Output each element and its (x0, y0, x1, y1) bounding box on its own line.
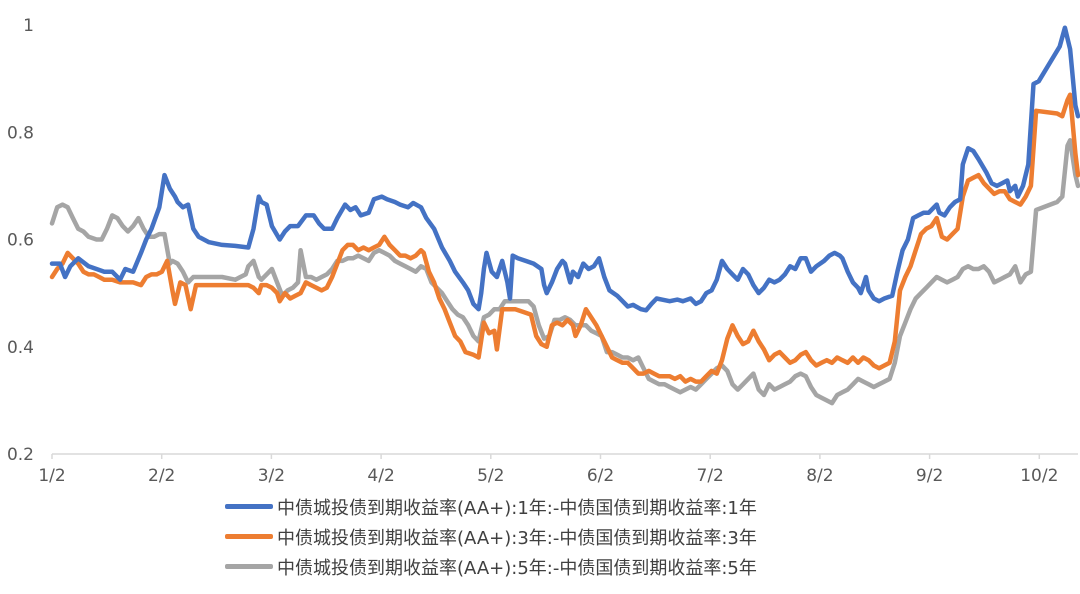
x-tick-label: 2/2 (148, 466, 175, 486)
legend-label-5y: 中债城投债到期收益率(AA+):5年:-中债国债到期收益率:5年 (277, 557, 757, 579)
x-tick-label: 1/2 (38, 466, 65, 486)
legend: 中债城投债到期收益率(AA+):1年:-中债国债到期收益率:1年 中债城投债到期… (225, 492, 757, 582)
x-tick-label: 8/2 (806, 466, 833, 486)
legend-label-1y: 中债城投债到期收益率(AA+):1年:-中债国债到期收益率:1年 (277, 497, 757, 519)
x-tick-label: 10/2 (1020, 466, 1058, 486)
legend-item-1y: 中债城投债到期收益率(AA+):1年:-中债国债到期收益率:1年 (225, 492, 757, 521)
y-tick-label: 1 (23, 16, 34, 36)
y-tick-label: 0.6 (7, 231, 34, 251)
y-axis-tick-labels: 0.2 0.4 0.6 0.8 1 (7, 16, 34, 465)
x-tick-label: 6/2 (587, 466, 614, 486)
x-tick-label: 5/2 (477, 466, 504, 486)
legend-item-3y: 中债城投债到期收益率(AA+):3年:-中债国债到期收益率:3年 (225, 522, 757, 551)
y-tick-label: 0.4 (7, 338, 34, 358)
x-axis-tick-labels: 1/2 2/2 3/2 4/2 5/2 6/2 7/2 8/2 9/2 10/2 (38, 454, 1058, 486)
y-tick-label: 0.8 (7, 123, 34, 143)
legend-item-5y: 中债城投债到期收益率(AA+):5年:-中债国债到期收益率:5年 (225, 552, 757, 581)
x-tick-label: 9/2 (916, 466, 943, 486)
series-line-1y (49, 25, 1080, 313)
legend-swatch-3y (225, 534, 273, 539)
legend-label-3y: 中债城投债到期收益率(AA+):3年:-中债国债到期收益率:3年 (277, 527, 757, 549)
x-tick-label: 3/2 (258, 466, 285, 486)
y-tick-label: 0.2 (7, 445, 34, 465)
legend-swatch-1y (225, 504, 273, 509)
series-line-3y (49, 92, 1080, 384)
x-tick-label: 4/2 (367, 466, 394, 486)
x-tick-label: 7/2 (697, 466, 724, 486)
series-lines (49, 25, 1080, 406)
legend-swatch-5y (225, 564, 273, 569)
